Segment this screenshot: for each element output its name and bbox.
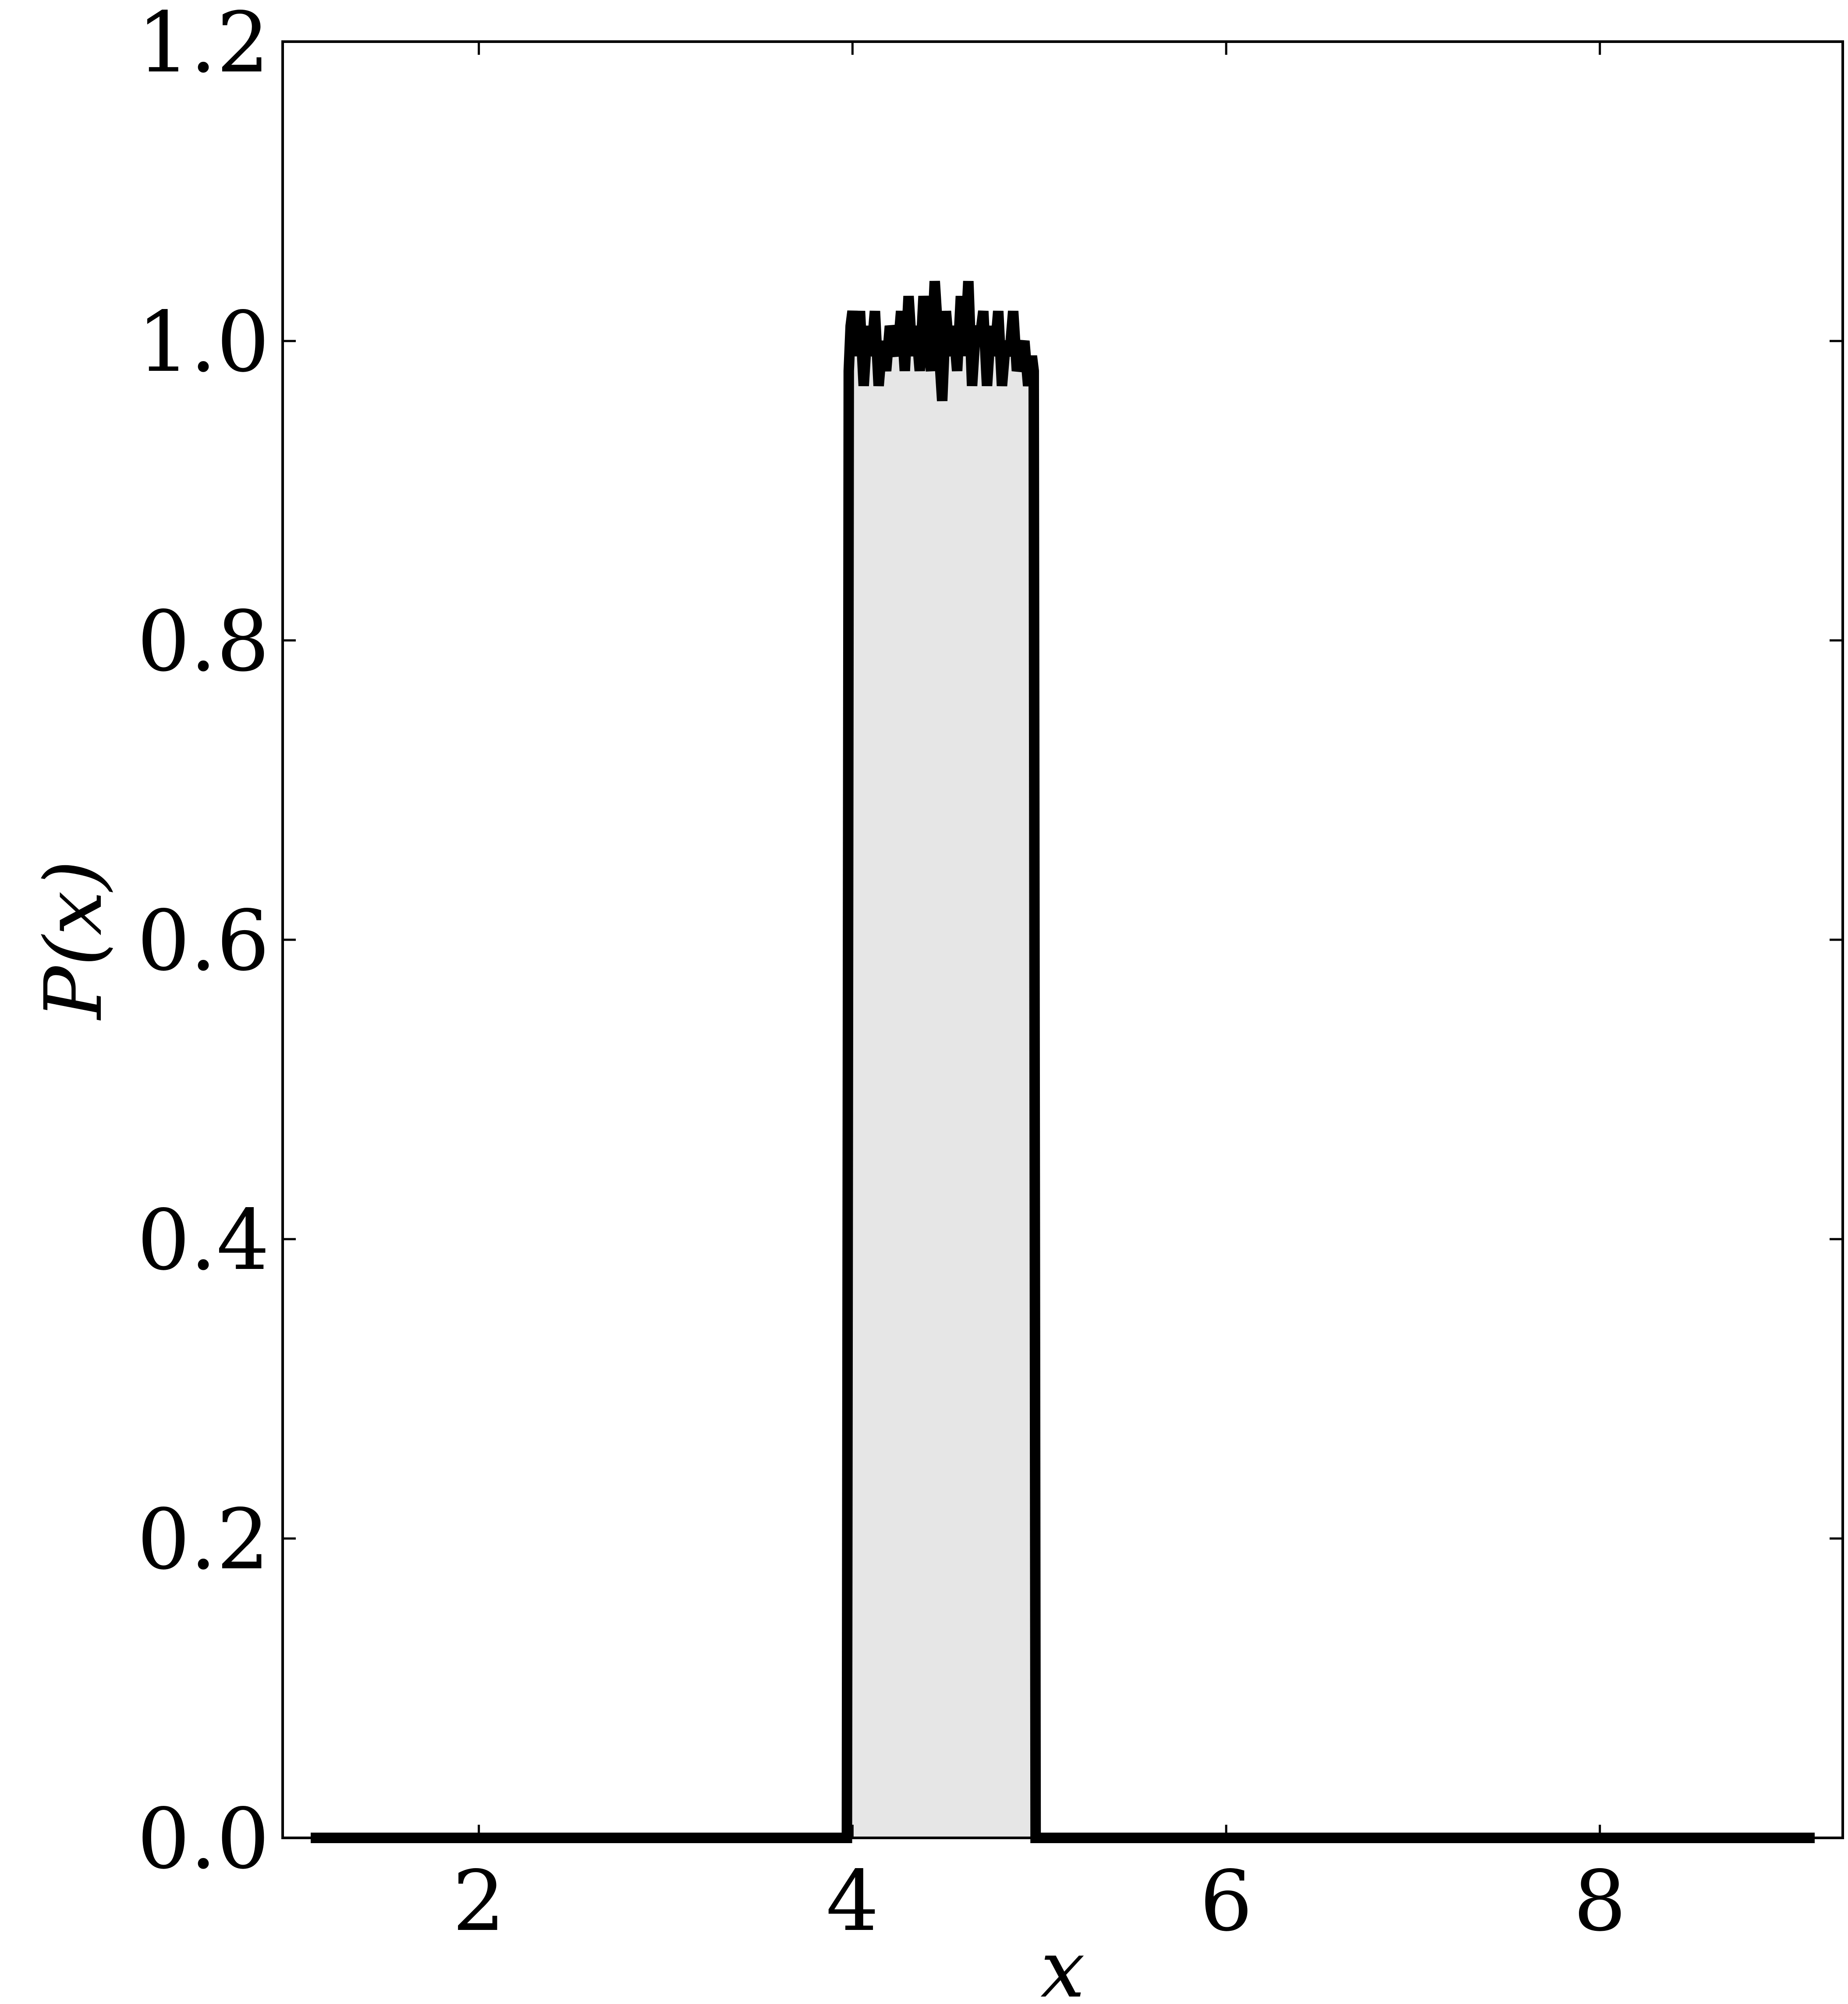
y-tick-label: 0.0: [137, 1791, 270, 1887]
x-axis-label: x: [1040, 1924, 1085, 2002]
x-tick-label: 4: [826, 1853, 879, 1950]
x-tick-label: 6: [1200, 1853, 1253, 1950]
line-layer: [311, 281, 1815, 1843]
x-tick-label: 2: [452, 1853, 505, 1950]
y-tick-label: 0.8: [137, 593, 270, 690]
x-ticks: 2 4 6 8: [452, 42, 1626, 1950]
y-tick-label: 0.6: [137, 892, 270, 989]
series-line: [311, 281, 1815, 1843]
y-ticks: 0.0 0.2 0.4 0.6 0.8 1.0 1.2: [137, 0, 1843, 1887]
y-tick-label: 0.4: [137, 1192, 270, 1289]
y-axis-label: P(x): [28, 860, 120, 1020]
y-tick-label: 0.2: [137, 1491, 270, 1588]
y-tick-label: 1.2: [137, 0, 270, 91]
x-tick-label: 8: [1573, 1853, 1626, 1950]
y-tick-label: 1.0: [137, 294, 270, 391]
